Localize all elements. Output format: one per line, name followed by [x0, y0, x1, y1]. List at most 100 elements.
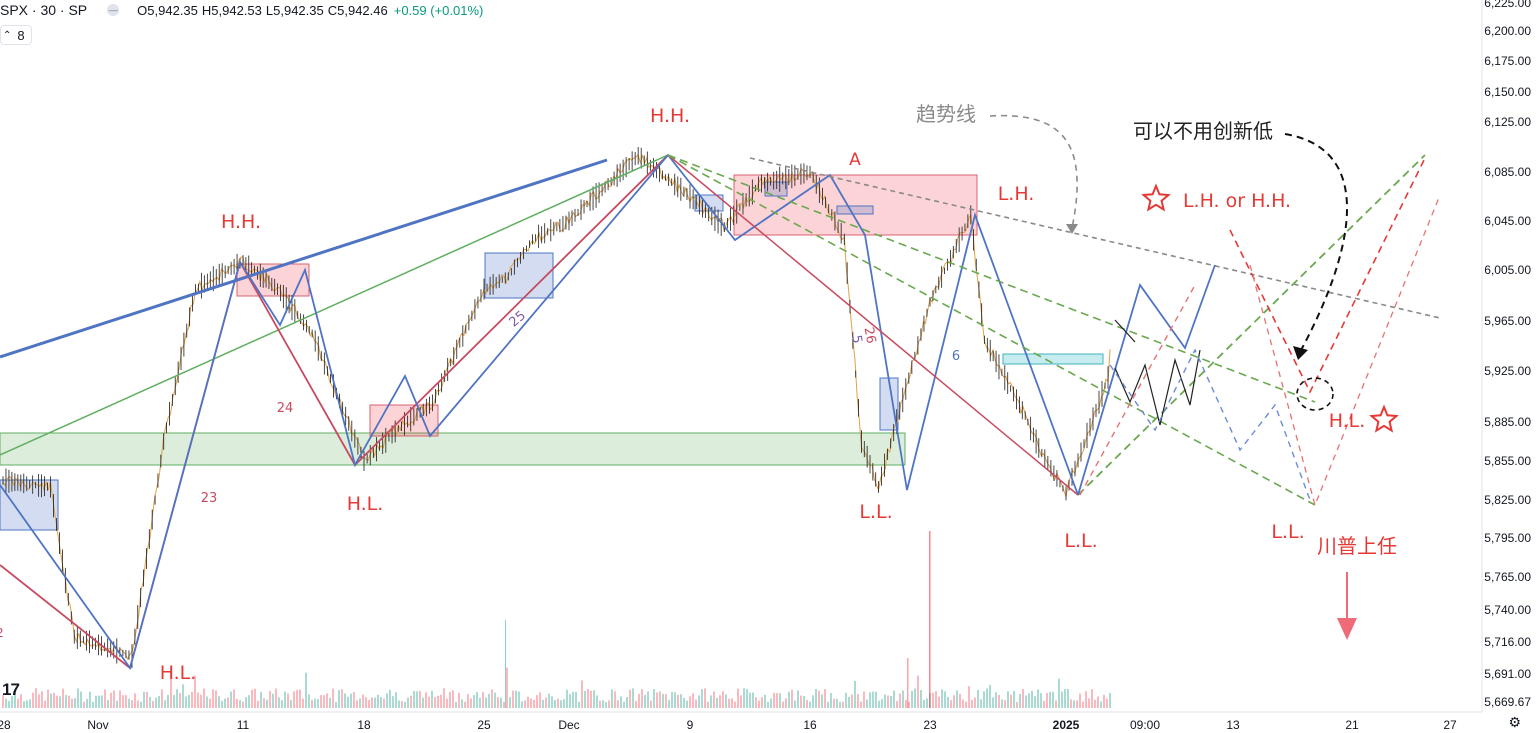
- volume-bar: [1013, 690, 1015, 708]
- volume-bar: [137, 700, 139, 708]
- volume-bar: [119, 690, 121, 708]
- tradingview-logo: 17: [2, 680, 20, 699]
- volume-bar: [1016, 701, 1018, 708]
- volume-bar: [311, 699, 313, 708]
- volume-bar: [524, 700, 526, 708]
- consolidation-box: [836, 205, 874, 215]
- volume-bar: [101, 695, 103, 708]
- volume-bar: [896, 701, 898, 708]
- volume-bar: [908, 701, 910, 708]
- volume-bar: [74, 698, 76, 708]
- volume-bar: [602, 700, 604, 708]
- volume-bar: [95, 695, 97, 708]
- eye-icon[interactable]: —: [107, 4, 120, 16]
- volume-bar: [851, 694, 853, 708]
- volume-bar: [434, 697, 436, 708]
- volume-bar: [731, 698, 733, 708]
- volume-bar: [776, 692, 778, 708]
- x-tick-label: 21: [1345, 718, 1359, 732]
- volume-bar: [8, 700, 10, 708]
- volume-bar: [505, 620, 506, 708]
- volume-bar: [938, 696, 940, 708]
- trend-line: [667, 154, 1079, 496]
- volume-bar: [857, 693, 859, 708]
- annotation-label: 5: [848, 334, 864, 345]
- volume-bar: [425, 692, 427, 708]
- volume-bar: [314, 698, 316, 708]
- volume-bar: [596, 695, 598, 708]
- volume-bar: [47, 689, 49, 708]
- volume-bar: [383, 698, 385, 708]
- volume-bar: [263, 698, 265, 708]
- volume-bar: [317, 698, 319, 708]
- volume-bar: [683, 697, 685, 708]
- volume-bar: [452, 690, 454, 708]
- volume-bar: [20, 694, 22, 708]
- volume-bar: [554, 699, 556, 708]
- volume-bar: [701, 688, 703, 708]
- volume-bar: [32, 692, 34, 708]
- symbol-label[interactable]: SPX · 30 · SP: [0, 2, 88, 18]
- projection-path: [1249, 194, 1441, 508]
- indicator-toggle[interactable]: ⌃ 8: [0, 25, 32, 45]
- x-tick-label: 11: [237, 718, 250, 732]
- volume-bar: [488, 693, 490, 708]
- volume-bar: [206, 696, 208, 708]
- volume-bar: [152, 700, 154, 708]
- annotation-label: A: [849, 150, 861, 170]
- volume-bar: [881, 698, 883, 708]
- volume-bar: [764, 694, 766, 708]
- volume-bar: [662, 693, 664, 708]
- volume-bar: [1073, 700, 1075, 708]
- volume-bar: [116, 700, 118, 708]
- volume-bar: [260, 691, 262, 708]
- volume-bar: [125, 695, 127, 708]
- volume-bar: [545, 697, 547, 708]
- volume-bar: [998, 694, 1000, 708]
- volume-bar: [407, 697, 409, 708]
- gear-icon[interactable]: ⚙: [1508, 714, 1521, 730]
- volume-bar: [458, 692, 460, 708]
- volume-bar: [1034, 696, 1036, 708]
- volume-bar: [269, 690, 271, 708]
- volume-bar: [107, 699, 109, 708]
- volume-bar: [449, 691, 451, 708]
- annotation-label: 24: [277, 401, 294, 416]
- volume-bar: [812, 695, 814, 708]
- y-tick-label: 6,150.00: [1484, 85, 1531, 99]
- close-label: C: [327, 2, 338, 18]
- volume-bar: [395, 692, 397, 708]
- volume-bar: [416, 691, 418, 708]
- volume-bar: [422, 697, 424, 708]
- volume-bar: [92, 701, 94, 708]
- volume-bar: [1103, 694, 1105, 708]
- y-tick-label: 6,200.00: [1484, 24, 1531, 38]
- volume-bar: [257, 700, 259, 708]
- arrow-head: [1066, 224, 1078, 234]
- annotation-label: 川普上任: [1317, 534, 1397, 558]
- volume-bar: [647, 691, 649, 708]
- volume-bar: [830, 693, 832, 708]
- volume-bar: [344, 693, 346, 708]
- volume-bar: [806, 700, 808, 708]
- volume-bar: [233, 689, 235, 708]
- volume-bar: [110, 692, 112, 708]
- volume-bar: [320, 695, 322, 708]
- volume-bar: [917, 675, 919, 708]
- volume-bar: [215, 690, 217, 708]
- annotation-label: L.L.: [1064, 530, 1097, 552]
- volume-bar: [926, 698, 928, 708]
- volume-bar: [977, 690, 979, 708]
- volume-bar: [527, 696, 529, 708]
- volume-bar: [149, 696, 151, 708]
- volume-bar: [182, 684, 184, 708]
- volume-bar: [797, 690, 799, 708]
- volume-bar: [899, 693, 901, 708]
- volume-bar: [560, 700, 562, 708]
- volume-bar: [965, 701, 967, 708]
- volume-bar: [365, 697, 367, 708]
- low-value: 5,942.35: [273, 2, 324, 18]
- volume-bar: [521, 701, 523, 708]
- volume-bar: [704, 688, 706, 708]
